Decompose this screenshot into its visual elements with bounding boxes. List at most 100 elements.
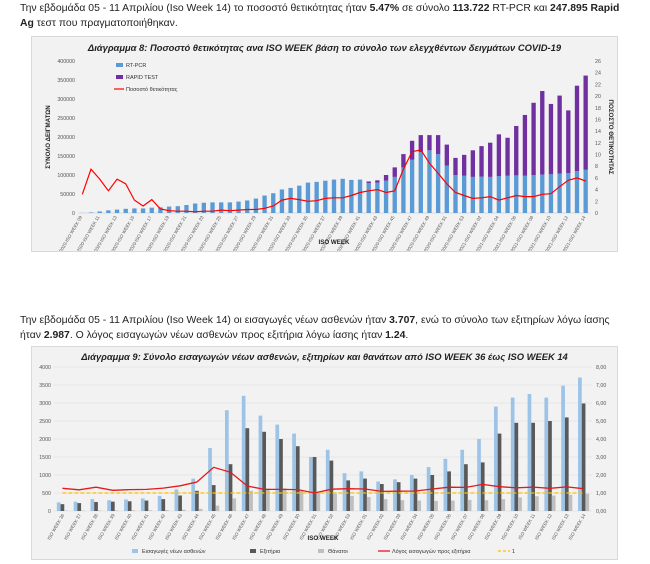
bar-admissions	[342, 473, 347, 511]
bar-rtpcr	[375, 182, 380, 213]
bar-admissions	[393, 479, 397, 511]
bar-rtpcr	[314, 181, 319, 213]
bar-rtpcr	[175, 206, 180, 213]
bar-rtpcr	[210, 202, 215, 213]
bar-admissions	[73, 501, 78, 511]
bar-rtpcr	[488, 176, 493, 213]
y2-axis-label: ΠΟΣΟΣΤΟ ΘΕΤΙΚΟΤΗΤΑΣ	[607, 100, 614, 175]
bar-rapid-test	[557, 95, 562, 174]
bar-rapid-test	[548, 103, 554, 175]
x-tick-label: ISO WEEK 46	[215, 513, 234, 541]
bar-admissions	[493, 406, 498, 511]
bar-discharges	[531, 422, 536, 511]
y2-tick-label: 24	[595, 71, 601, 77]
x-tick-label: ISO WEEK 10	[500, 513, 519, 541]
bar-rapid-test	[366, 181, 371, 183]
x-tick-label: ISO WEEK 49	[265, 513, 284, 541]
bar-admissions	[191, 478, 196, 511]
bar-discharges	[144, 500, 149, 511]
bar-deaths	[232, 498, 237, 511]
bar-deaths	[181, 509, 186, 511]
para1-text-2: σε σύνολο	[399, 3, 453, 14]
y-tick-label: 1000	[39, 473, 51, 479]
bar-rtpcr	[418, 152, 423, 213]
bar-discharges	[211, 485, 216, 511]
legend-swatch-discharges	[250, 549, 256, 553]
para1-positivity-value: 5.47%	[369, 3, 400, 14]
y-tick-label: 4000	[39, 365, 51, 371]
bar-rtpcr	[401, 167, 406, 213]
y-tick-label: 2000	[39, 437, 51, 443]
y2-tick-label: 0,00	[596, 509, 606, 515]
y2-tick-label: 4	[595, 188, 598, 194]
y2-tick-label: 26	[595, 59, 601, 65]
bar-rtpcr	[106, 210, 111, 213]
bar-discharges	[447, 471, 451, 511]
x-tick-label: ISO WEEK 05	[416, 513, 435, 541]
bar-rapid-test	[531, 102, 536, 175]
bar-admissions	[208, 448, 212, 511]
bar-discharges	[312, 457, 317, 511]
para2-text-3: . Ο λόγος εισαγωγών νέων ασθενών προς εξ…	[69, 330, 386, 341]
legend-label-positivity: Ποσοστό θετικότητας	[126, 86, 178, 93]
bar-discharges	[161, 499, 166, 511]
bar-rtpcr	[323, 180, 328, 213]
bar-rapid-test	[505, 137, 510, 176]
bar-discharges	[346, 480, 351, 511]
bar-rapid-test	[453, 157, 458, 175]
bar-rtpcr	[192, 203, 198, 213]
y2-tick-label: 3,00	[596, 455, 606, 461]
bar-rapid-test	[514, 125, 519, 176]
para1-rapid-value: 247.895 Rapid Ag	[20, 3, 620, 29]
bar-rapid-test	[522, 114, 528, 176]
bar-rapid-test	[479, 146, 484, 177]
y-tick-label: 350000	[57, 78, 75, 84]
bar-admissions	[309, 457, 313, 511]
bar-rapid-test	[401, 154, 406, 168]
para1-rtpcr-value: 113.722	[452, 3, 490, 14]
y2-tick-label: 6,00	[596, 401, 606, 407]
bar-discharges	[379, 484, 384, 511]
bar-deaths	[215, 505, 220, 511]
chart-admissions-title: Διάγραμμα 9: Σύνολο εισαγωγών νέων ασθεν…	[81, 351, 568, 362]
legend-swatch-rapid	[116, 75, 123, 79]
x-tick-label: ISO WEEK 03	[383, 513, 402, 541]
bar-rtpcr	[392, 176, 397, 213]
bar-discharges	[514, 422, 519, 511]
bar-admissions	[359, 471, 364, 511]
bar-discharges	[497, 433, 502, 511]
x-tick-label: ISO WEEK 40	[114, 513, 133, 541]
y-tick-label: 500	[42, 491, 51, 497]
x-tick-label: ISO WEEK 07	[450, 513, 469, 541]
bar-discharges	[564, 417, 569, 511]
bar-deaths	[535, 496, 539, 511]
paragraph-admissions: Την εβδομάδα 05 - 11 Απριλίου (Iso Week …	[20, 313, 632, 343]
bar-admissions	[275, 424, 280, 511]
y2-tick-label: 12	[595, 141, 601, 147]
y-tick-label: 3500	[39, 383, 51, 389]
legend-label-ratio: Λόγος εισαγωγών προς εξιτήρια	[392, 548, 471, 555]
bar-admissions	[460, 449, 465, 511]
bar-admissions	[376, 481, 380, 511]
bar-rtpcr	[331, 179, 337, 213]
bar-deaths	[249, 490, 253, 511]
bar-rtpcr	[505, 175, 510, 213]
paragraph-positivity: Την εβδομάδα 05 - 11 Απριλίου (Iso Week …	[20, 1, 632, 31]
chart-positivity-svg: 0 50000 100000 150000 200000 250000 300000 3500…	[45, 59, 614, 251]
bar-rtpcr	[383, 180, 389, 213]
bar-admissions	[157, 495, 162, 511]
y-tick-label: 400000	[57, 59, 75, 65]
y-tick-label: 2500	[39, 419, 51, 425]
chart-admissions-svg: 0 500 1000 1500 2000 2500 3000 3500 4000 0,00 1,00…	[39, 365, 606, 555]
y-tick-label: 0	[72, 211, 75, 217]
bar-rtpcr	[357, 179, 363, 213]
bar-admissions	[241, 395, 246, 511]
bar-rtpcr	[262, 195, 267, 213]
y-tick-label: 100000	[57, 173, 75, 179]
bar-rtpcr	[470, 176, 476, 213]
y2-tick-label: 14	[595, 129, 601, 135]
x-tick-label: ISO WEEK 13	[551, 513, 570, 541]
x-tick-label: ISO WEEK 36	[46, 513, 65, 541]
bar-deaths	[434, 500, 438, 511]
bar-discharges	[245, 428, 250, 511]
